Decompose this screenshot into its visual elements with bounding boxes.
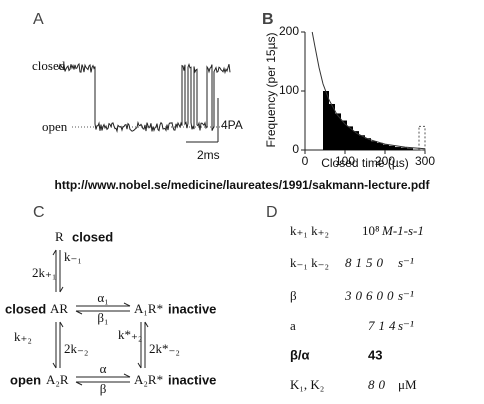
rate-table: k₊₁ k₊₂ 10⁸ M-1-s-1k₋₁ k₋₂ 8150 s⁻¹β 30600 s⁻¹… xyxy=(290,223,424,392)
panel-label: C xyxy=(33,204,45,221)
rate-label: β xyxy=(100,381,107,396)
parameter: k₋₁ k₋₂ xyxy=(290,255,329,270)
bar xyxy=(353,131,359,150)
rate-label: α xyxy=(100,361,107,376)
bar xyxy=(389,145,395,150)
y-tick-label: 100 xyxy=(279,83,299,97)
parameter-value: 43 xyxy=(368,347,382,362)
reaction-arrows xyxy=(137,321,149,369)
bar xyxy=(347,126,353,150)
state-label: inactive xyxy=(168,372,216,387)
bar xyxy=(323,91,329,150)
histogram: 0 100 200 0 100 200 300 xyxy=(279,24,435,168)
source-url: http://www.nobel.se/medicine/laureates/1… xyxy=(55,178,431,192)
panel-label: D xyxy=(266,204,278,221)
bar xyxy=(335,113,341,150)
x-tick-label: 100 xyxy=(335,154,355,168)
reaction-arrows xyxy=(52,321,64,369)
rate-label: 2k₋₂ xyxy=(64,341,88,356)
parameter-value: 10⁸ xyxy=(362,223,380,238)
y-tick-label: 200 xyxy=(279,24,299,38)
rate-label: k₊₂ xyxy=(14,329,32,344)
parameter: a xyxy=(290,318,296,333)
parameter: k₊₁ k₊₂ xyxy=(290,223,329,238)
rate-label: k*₊₂ xyxy=(118,327,142,342)
y-tick-label: 0 xyxy=(292,142,299,156)
x-axis-label: Closed time (µs) xyxy=(321,156,409,170)
current-trace xyxy=(57,62,231,134)
rate-label: β₁ xyxy=(97,310,108,325)
x-tick-label: 0 xyxy=(302,154,309,168)
reaction-arrows xyxy=(75,302,131,315)
bar xyxy=(395,147,401,150)
parameter: β xyxy=(290,288,297,303)
species: A₂R xyxy=(46,372,69,387)
rate-label: k₋₁ xyxy=(64,249,82,264)
species: AR xyxy=(50,301,68,316)
parameter-unit: μM xyxy=(398,377,417,392)
species: A₁R* xyxy=(134,301,163,316)
x-tick-label: 200 xyxy=(375,154,395,168)
bar xyxy=(359,135,365,150)
rate-label: 2k*₋₂ xyxy=(149,341,180,356)
fit-line xyxy=(311,31,426,150)
parameter: K₁, K₂ xyxy=(290,377,324,392)
rate-label: α₁ xyxy=(97,290,108,305)
state-label: open xyxy=(42,119,68,134)
y-axis-label: Frequency (per 15µs) xyxy=(264,33,278,148)
parameter-unit: s⁻¹ xyxy=(398,255,414,270)
panel-label: A xyxy=(33,11,44,28)
scale-label: 2ms xyxy=(197,148,220,162)
rate-label: 2k₊₁ xyxy=(32,265,56,280)
bar xyxy=(371,141,377,150)
bar xyxy=(383,144,389,150)
bar xyxy=(407,148,413,150)
parameter-value: 30600 xyxy=(344,288,398,303)
species: A₂R* xyxy=(134,372,163,387)
panel-label: B xyxy=(262,11,274,28)
parameter-unit: M-1-s-1 xyxy=(381,223,424,238)
bar xyxy=(377,142,383,150)
parameter-unit: s⁻¹ xyxy=(398,318,414,333)
state-label: open xyxy=(10,372,41,387)
state-label: inactive xyxy=(168,301,216,316)
state-label: closed xyxy=(32,58,66,73)
bar xyxy=(341,120,347,150)
x-tick-label: 300 xyxy=(415,154,435,168)
bar xyxy=(365,138,371,150)
state-label: closed xyxy=(5,301,46,316)
reaction-arrows xyxy=(75,373,131,386)
state-label: closed xyxy=(72,229,113,244)
bar xyxy=(329,103,335,150)
outlined-bar xyxy=(418,125,426,151)
parameter-unit: s⁻¹ xyxy=(398,288,414,303)
parameter-value: 8150 xyxy=(345,255,387,270)
parameter: β/α xyxy=(290,347,310,362)
parameter-value: 80 xyxy=(368,377,389,392)
reaction-arrows xyxy=(52,249,64,293)
bar xyxy=(401,147,407,150)
parameter-value: 714 xyxy=(368,318,400,333)
scale-label: 4PA xyxy=(221,118,243,132)
species: R xyxy=(55,229,64,244)
